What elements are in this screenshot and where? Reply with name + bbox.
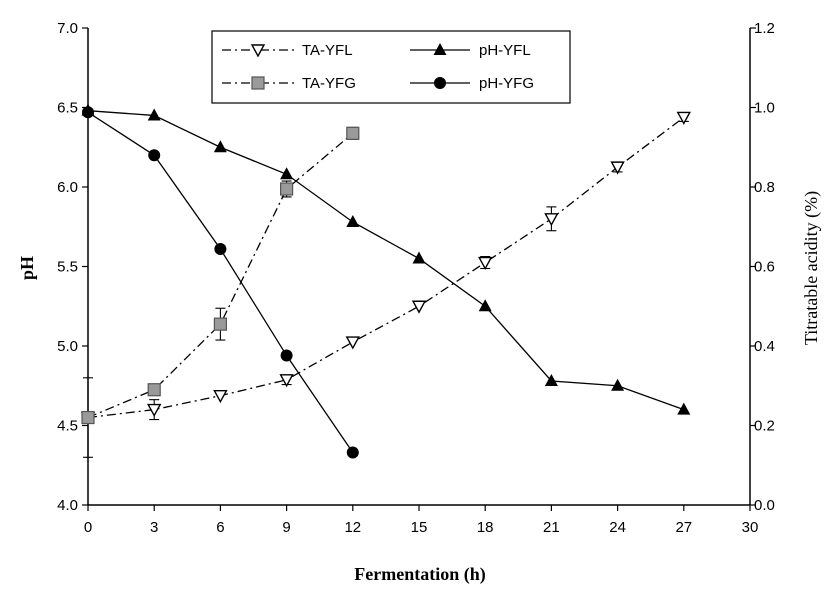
data-point-ph-yfl (677, 402, 691, 415)
data-point-ta-yfg (213, 317, 227, 331)
legend-label-ph-yfl: pH-YFL (479, 42, 531, 59)
legend-box (211, 30, 571, 104)
y-tick-label: 4.0 (57, 497, 78, 514)
data-point-ph-yfl (346, 214, 360, 227)
axes: 0 3 6 9 12 15 18 21 24 27 30 4.0 4.5 5.0 5.5 6.0 6.5 7.0 0… (57, 20, 775, 536)
series-line-ta-yfg (87, 132, 354, 419)
data-point-ph-yfl (412, 251, 426, 264)
data-point-ta-yfl (147, 403, 162, 418)
y2-tick-label: 0.4 (754, 338, 775, 355)
data-point-ta-yfg (346, 126, 360, 140)
x-tick-label: 21 (543, 519, 560, 536)
data-point-ta-yfl (411, 300, 427, 314)
legend-marker-ph-yfl (433, 43, 447, 55)
x-axis-title: Fermentation (h) (354, 564, 485, 585)
y-tick-label: 5.0 (57, 338, 78, 355)
data-point-ph-yfl (611, 378, 625, 391)
x-tick-label: 9 (282, 519, 290, 536)
x-tick-label: 0 (84, 519, 92, 536)
y2-tick-label: 0.6 (754, 259, 775, 276)
data-point-ph-yfl (147, 108, 161, 121)
legend-label-ph-yfg: pH-YFG (479, 75, 534, 92)
y-tick-label: 6.0 (57, 179, 78, 196)
x-tick-label: 12 (344, 519, 361, 536)
y2-tick-label: 0.0 (754, 497, 775, 514)
data-point-ph-yfg (280, 349, 293, 362)
x-tick-label: 3 (150, 519, 158, 536)
data-point-ph-yfg (148, 149, 161, 162)
legend-label-ta-yfl: TA-YFL (302, 42, 353, 59)
data-point-ta-yfl (213, 389, 228, 404)
legend-marker-ph-yfg (434, 77, 446, 89)
x-tick-label: 24 (609, 519, 626, 536)
y2-tick-label: 0.8 (754, 179, 775, 196)
y-tick-label: 4.5 (57, 418, 78, 435)
series-ta-yfg (81, 126, 360, 425)
legend-marker-ta-yfg (251, 76, 265, 90)
x-tick-label: 27 (675, 519, 692, 536)
data-point-ph-yfg (346, 446, 359, 459)
data-point-ta-yfg (81, 410, 95, 425)
x-tick-label: 6 (216, 519, 224, 536)
data-point-ph-yfl (478, 299, 492, 312)
data-point-ta-yfl (610, 161, 625, 175)
y-tick-label: 6.5 (57, 100, 78, 117)
legend-marker-ta-yfl (250, 44, 266, 58)
series-ph-yfg (82, 106, 359, 459)
data-point-ph-yfl (213, 140, 227, 153)
data-point-ta-yfl (478, 256, 493, 270)
series-line-ta-yfl (87, 116, 685, 419)
data-point-ph-yfg (214, 243, 227, 256)
y-tick-label: 7.0 (57, 20, 78, 37)
legend-label-ta-yfg: TA-YFG (302, 75, 356, 92)
data-point-ta-yfl (544, 213, 559, 227)
series-ph-yfl (81, 103, 691, 415)
series-line-ph-yfl (87, 110, 685, 411)
series-layer (80, 103, 691, 459)
x-tick-label: 15 (411, 519, 428, 536)
y2-tick-label: 1.2 (754, 20, 775, 37)
y-tick-label: 5.5 (57, 259, 78, 276)
y2-tick-label: 1.0 (754, 100, 775, 117)
data-point-ta-yfg (280, 182, 294, 196)
legend: TA-YFL TA-YFG pH-YFL pH-YFG (211, 30, 571, 104)
data-point-ph-yfg (82, 106, 94, 119)
data-point-ta-yfg (147, 383, 161, 397)
y-axis-title: pH (17, 256, 37, 280)
x-tick-label: 18 (477, 519, 494, 536)
data-point-ta-yfl (345, 336, 360, 350)
data-point-ta-yfl (676, 111, 691, 125)
data-point-ph-yfl (280, 167, 294, 180)
series-ta-yfl (80, 111, 691, 458)
data-point-ta-yfl (279, 374, 294, 388)
data-point-ph-yfl (544, 373, 558, 386)
x-tick-label: 30 (742, 519, 759, 536)
y2-tick-label: 0.2 (754, 418, 775, 435)
y2-axis-title: Titratable acidity (%) (801, 191, 822, 345)
